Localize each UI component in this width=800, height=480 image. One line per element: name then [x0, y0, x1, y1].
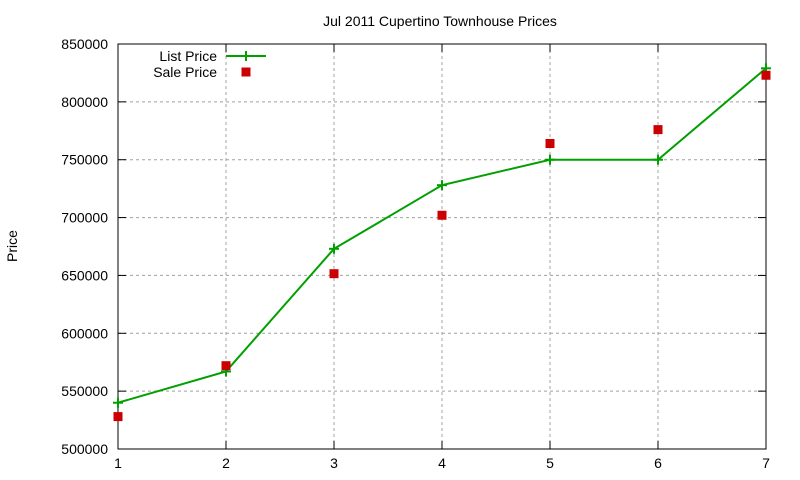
y-tick-label: 650000 [61, 267, 108, 283]
x-tick-label: 3 [330, 455, 338, 471]
legend-label: List Price [159, 48, 217, 64]
square-marker [545, 139, 555, 149]
square-marker [241, 67, 251, 77]
x-tick-label: 4 [438, 455, 446, 471]
y-tick-label: 500000 [61, 441, 108, 457]
series-list-price [113, 63, 771, 408]
y-axis-label: Price [4, 230, 20, 262]
x-tick-label: 2 [222, 455, 230, 471]
x-tick-label: 5 [546, 455, 554, 471]
y-tick-label: 800000 [61, 94, 108, 110]
chart-title: Jul 2011 Cupertino Townhouse Prices [323, 13, 557, 29]
y-tick-label: 600000 [61, 325, 108, 341]
grid-lines [118, 44, 766, 449]
plot-border [117, 43, 767, 450]
x-axis-ticks: 1 2 3 4 5 6 7 [114, 44, 770, 471]
y-tick-label: 700000 [61, 210, 108, 226]
series-layer [113, 63, 771, 422]
square-marker [761, 70, 771, 80]
x-tick-label: 7 [762, 455, 770, 471]
legend-label: Sale Price [153, 64, 217, 80]
x-tick-label: 6 [654, 455, 662, 471]
y-tick-label: 550000 [61, 383, 108, 399]
square-marker [653, 125, 663, 135]
x-tick-label: 1 [114, 455, 122, 471]
square-marker [437, 210, 447, 220]
y-axis-ticks: 500000 550000 600000 650000 700000 750000 8000… [61, 36, 766, 457]
y-tick-label: 750000 [61, 152, 108, 168]
square-marker [221, 361, 231, 371]
square-marker [329, 269, 339, 279]
y-tick-label: 850000 [61, 36, 108, 52]
square-marker [113, 412, 123, 422]
series-sale-price [113, 70, 771, 422]
